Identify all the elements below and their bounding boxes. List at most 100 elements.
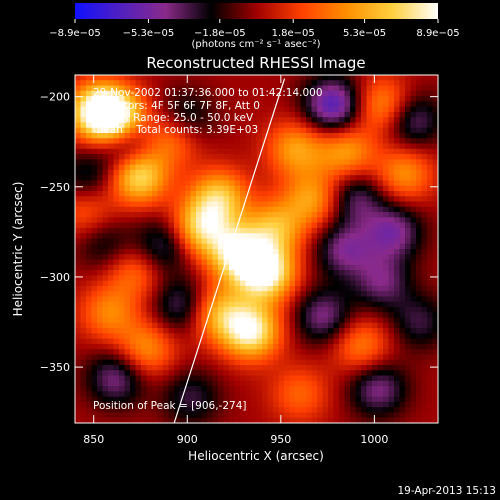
heatmap-cell: [146, 164, 153, 171]
heatmap-cell: [91, 296, 98, 303]
heatmap-cell: [223, 117, 230, 124]
heatmap-cell: [388, 80, 395, 87]
heatmap-cell: [113, 191, 120, 197]
heatmap-cell: [157, 159, 164, 166]
heatmap-cell: [245, 275, 252, 282]
heatmap-cell: [355, 307, 362, 313]
heatmap-cell: [295, 401, 302, 408]
heatmap-cell: [256, 80, 263, 87]
heatmap-cell: [311, 143, 318, 150]
heatmap-cell: [130, 354, 137, 361]
heatmap-cell: [267, 106, 274, 113]
heatmap-cell: [273, 222, 280, 229]
heatmap-cell: [295, 343, 302, 350]
heatmap-cell: [366, 338, 373, 345]
heatmap-cell: [300, 243, 307, 250]
heatmap-cell: [80, 349, 87, 356]
heatmap-cell: [196, 133, 203, 139]
heatmap-cell: [201, 375, 208, 382]
heatmap-cell: [218, 85, 225, 92]
heatmap-cell: [108, 349, 115, 356]
heatmap-cell: [174, 201, 181, 208]
heatmap-cell: [75, 291, 82, 298]
heatmap-cell: [223, 249, 230, 255]
heatmap-cell: [229, 301, 236, 308]
heatmap-cell: [146, 212, 153, 218]
heatmap-cell: [410, 365, 417, 371]
heatmap-cell: [102, 375, 109, 382]
heatmap-cell: [141, 307, 148, 313]
heatmap-cell: [146, 386, 153, 392]
heatmap-cell: [234, 117, 241, 124]
heatmap-cell: [75, 264, 82, 271]
heatmap-cell: [86, 338, 93, 345]
heatmap-cell: [218, 333, 225, 340]
heatmap-cell: [410, 401, 417, 408]
heatmap-cell: [394, 322, 401, 329]
heatmap-cell: [234, 412, 241, 419]
heatmap-cell: [289, 359, 296, 366]
heatmap-cell: [135, 322, 142, 329]
heatmap-cell: [196, 259, 203, 266]
heatmap-cell: [405, 90, 412, 97]
heatmap-cell: [405, 333, 412, 340]
heatmap-cell: [113, 354, 120, 361]
heatmap-cell: [383, 154, 390, 160]
heatmap-cell: [311, 312, 318, 319]
heatmap-cell: [157, 222, 164, 229]
heatmap-cell: [278, 117, 285, 124]
heatmap-cell: [355, 259, 362, 266]
heatmap-cell: [256, 317, 263, 324]
heatmap-cell: [383, 133, 390, 139]
heatmap-cell: [256, 164, 263, 171]
heatmap-cell: [80, 238, 87, 245]
heatmap-cell: [416, 75, 423, 81]
heatmap-cell: [361, 222, 368, 229]
heatmap-cell: [218, 259, 225, 266]
heatmap-cell: [168, 133, 175, 139]
heatmap-cell: [394, 312, 401, 319]
heatmap-cell: [355, 349, 362, 356]
heatmap-cell: [273, 328, 280, 334]
heatmap-cell: [146, 169, 153, 176]
heatmap-cell: [185, 148, 192, 155]
heatmap-cell: [284, 254, 291, 261]
heatmap-cell: [245, 307, 252, 313]
heatmap-cell: [86, 307, 93, 313]
heatmap-cell: [278, 417, 285, 423]
heatmap-cell: [113, 201, 120, 208]
heatmap-cell: [135, 333, 142, 340]
heatmap-cell: [399, 254, 406, 261]
heatmap-cell: [75, 148, 82, 155]
heatmap-cell: [377, 259, 384, 266]
heatmap-cell: [416, 185, 423, 192]
heatmap-cell: [229, 154, 236, 160]
heatmap-cell: [366, 159, 373, 166]
heatmap-cell: [405, 159, 412, 166]
heatmap-cell: [394, 233, 401, 240]
heatmap-cell: [251, 227, 258, 234]
heatmap-cell: [410, 201, 417, 208]
heatmap-cell: [179, 375, 186, 382]
heatmap-cell: [405, 401, 412, 408]
heatmap-cell: [405, 407, 412, 414]
heatmap-cell: [317, 117, 324, 124]
heatmap-cell: [311, 75, 318, 81]
heatmap-cell: [262, 233, 269, 240]
heatmap-cell: [179, 349, 186, 356]
heatmap-cell: [245, 159, 252, 166]
heatmap-cell: [179, 164, 186, 171]
heatmap-cell: [75, 111, 82, 118]
heatmap-cell: [130, 75, 137, 81]
heatmap-cell: [311, 333, 318, 340]
heatmap-cell: [399, 75, 406, 81]
heatmap-cell: [240, 259, 247, 266]
heatmap-cell: [289, 201, 296, 208]
heatmap-cell: [317, 375, 324, 382]
heatmap-cell: [163, 122, 170, 129]
heatmap-cell: [91, 412, 98, 419]
solar-limb-line: [173, 78, 286, 423]
heatmap-cell: [168, 312, 175, 319]
heatmap-cell: [278, 201, 285, 208]
heatmap-cell: [383, 101, 390, 108]
